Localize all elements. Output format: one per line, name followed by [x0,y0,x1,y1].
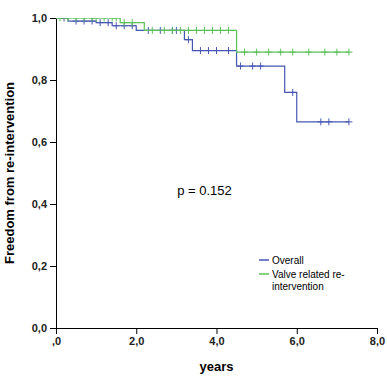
censor-mark [225,47,232,54]
censor-mark [237,63,244,70]
censor-mark [113,18,120,22]
tick-mark [56,328,57,334]
censor-mark [213,47,220,54]
tick-label: 8,0 [370,335,385,347]
censor-mark [205,47,212,54]
tick-label: 0,2 [32,260,47,272]
censor-mark [121,19,128,26]
censor-mark [321,49,328,56]
y-axis-title: Freedom from re-intervention [2,82,17,264]
tick: 0,4 [32,198,56,210]
censor-mark [185,27,192,34]
censor-mark [73,18,80,22]
legend-swatch [259,259,269,261]
tick-mark [50,142,56,143]
censor-mark [149,27,156,34]
tick-mark [50,18,56,19]
legend-label: Overall [272,255,304,266]
survival-line [56,18,349,122]
tick-label: 0,8 [32,74,47,86]
tick-label: ,0 [52,335,61,347]
tick: ,0 [52,328,61,347]
tick: 0,6 [32,136,56,148]
tick: 4,0 [209,328,224,347]
tick-mark [50,266,56,267]
tick: 6,0 [290,328,305,347]
censor-mark [253,49,260,56]
plot: ,0 2,0 4,0 6,0 8,0 0,0 0,2 0,4 0,6 0,8 1,0 p = 0.15… [32,12,385,347]
censor-mark [93,18,100,22]
censor-mark [249,63,256,70]
censor-mark [113,22,120,29]
tick-label: 4,0 [209,335,224,347]
tick: 1,0 [32,12,56,24]
censor-mark [209,27,216,34]
tick-label: 0,6 [32,136,47,148]
tick: 8,0 [370,328,385,347]
tick-mark [50,328,56,329]
censor-mark [265,49,272,56]
survival-line [56,18,349,52]
chart: ,0 2,0 4,0 6,0 8,0 0,0 0,2 0,4 0,6 0,8 1,0 p = 0.15… [0,0,387,379]
censor-mark [317,118,324,125]
tick: 2,0 [129,328,144,347]
tick: 0,8 [32,74,56,86]
tick-mark [50,80,56,81]
censor-mark [161,27,168,34]
legend-swatch [259,273,269,275]
censor-mark [105,19,112,26]
censor-mark [197,47,204,54]
censor-mark [289,49,296,56]
censor-mark [325,118,332,125]
tick-label: 2,0 [129,335,144,347]
x-axis: ,0 2,0 4,0 6,0 8,0 [52,328,385,347]
tick-mark [377,328,378,334]
annotation: p = 0.152 [177,183,232,198]
censor-mark [177,27,184,34]
censor-mark [289,89,296,96]
censor-mark [241,49,248,56]
censor-mark [217,27,224,34]
tick-label: 0,0 [32,322,47,334]
tick-mark [136,328,137,334]
tick: 0,0 [32,322,56,334]
tick-label: 0,4 [32,198,48,210]
censor-mark [97,19,104,26]
tick-mark [297,328,298,334]
censor-mark [81,18,88,22]
censor-mark [305,49,312,56]
censor-mark [169,27,176,34]
legend: Overall Valve related re-intervention [259,255,345,292]
censor-mark [333,49,340,56]
censor-mark [89,18,96,22]
censor-mark [101,18,108,22]
censor-mark [345,49,352,56]
y-axis: 0,0 0,2 0,4 0,6 0,8 1,0 [32,12,57,334]
tick-mark [217,328,218,334]
censor-mark [57,18,64,22]
x-axis-title: years [200,359,234,374]
tick: 0,2 [32,260,56,272]
marks [56,18,352,125]
censor-mark [193,27,200,34]
tick-label: 1,0 [32,12,47,24]
censor-mark [169,27,176,34]
tick-mark [50,204,56,205]
axis-line [56,19,57,329]
censor-mark [129,19,136,26]
legend-label: Valve related re-intervention [272,269,345,292]
censor-mark [277,49,284,56]
censor-mark [225,27,232,34]
censor-mark [109,18,116,22]
censor-mark [345,118,352,125]
censor-mark [185,36,192,43]
censor-mark [201,27,208,34]
censor-mark [257,63,264,70]
censor-mark [65,18,72,22]
tick-label: 6,0 [290,335,305,347]
